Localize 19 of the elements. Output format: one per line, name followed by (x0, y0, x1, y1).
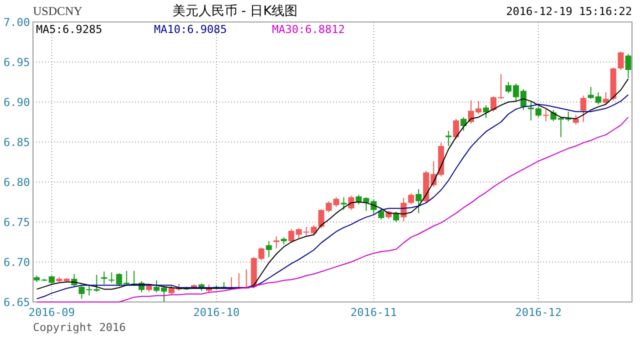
y-tick-label: 6.95 (4, 56, 30, 69)
chart-subtitle: USDCNY (33, 4, 83, 18)
x-tick-label: 2016-09 (28, 306, 75, 319)
y-tick-label: 6.90 (4, 96, 30, 109)
text: MA30:6.8812 (272, 23, 345, 36)
text: Copyright 2016 (33, 321, 126, 334)
y-tick-label: 6.65 (4, 296, 30, 309)
x-tick-label: 2016-12 (515, 306, 562, 319)
x-tick-label: 2016-10 (193, 306, 240, 319)
y-tick-label: 7.00 (4, 16, 30, 29)
text: MA10:6.9085 (154, 23, 227, 36)
y-tick-label: 6.70 (4, 256, 30, 269)
x-tick-label: 2016-11 (350, 306, 397, 319)
text: MA5:6.9285 (36, 23, 102, 36)
y-tick-label: 6.85 (4, 136, 30, 149)
y-tick-label: 6.80 (4, 176, 30, 189)
y-tick-label: 6.75 (4, 216, 30, 229)
chart-title: 美元人民币 - 日K线图 (172, 3, 298, 19)
text: 2016-12-19 15:16:22 (506, 5, 632, 18)
